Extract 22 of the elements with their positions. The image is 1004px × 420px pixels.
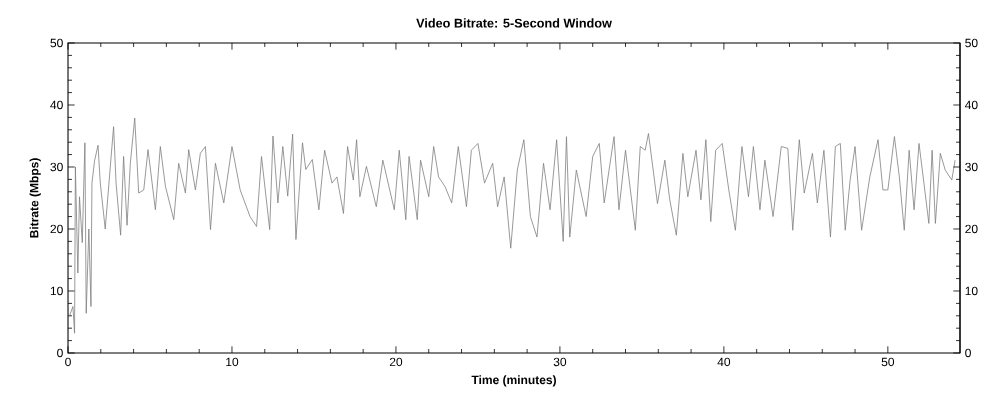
y2-tick-label: 50 — [965, 38, 978, 48]
y-tick-label: 0 — [57, 348, 63, 358]
x-tick-label: 30 — [553, 357, 567, 367]
y2-tick-label: 0 — [965, 348, 971, 358]
y-axis-title: Bitrate (Mbps) — [29, 158, 41, 238]
y2-tick-label: 10 — [965, 286, 978, 296]
chart-title: Video Bitrate: 5-Second Window — [416, 18, 612, 28]
x-tick-label: 10 — [226, 357, 239, 367]
y-tick-label: 10 — [50, 286, 63, 296]
x-axis-title: Time (minutes) — [471, 375, 556, 387]
y-tick-label: 20 — [50, 224, 63, 234]
x-tick-label: 0 — [65, 357, 71, 367]
y-tick-label: 40 — [50, 100, 63, 110]
line-series — [68, 117, 956, 334]
x-tick-label: 40 — [717, 357, 731, 367]
x-tick-label: 20 — [389, 357, 403, 367]
y2-tick-label: 40 — [964, 100, 978, 110]
y-tick-label: 50 — [50, 38, 63, 48]
y2-tick-label: 20 — [965, 224, 978, 234]
y-tick-label: 30 — [50, 162, 63, 172]
y2-tick-label: 30 — [965, 162, 978, 172]
x-tick-label: 50 — [881, 357, 895, 367]
